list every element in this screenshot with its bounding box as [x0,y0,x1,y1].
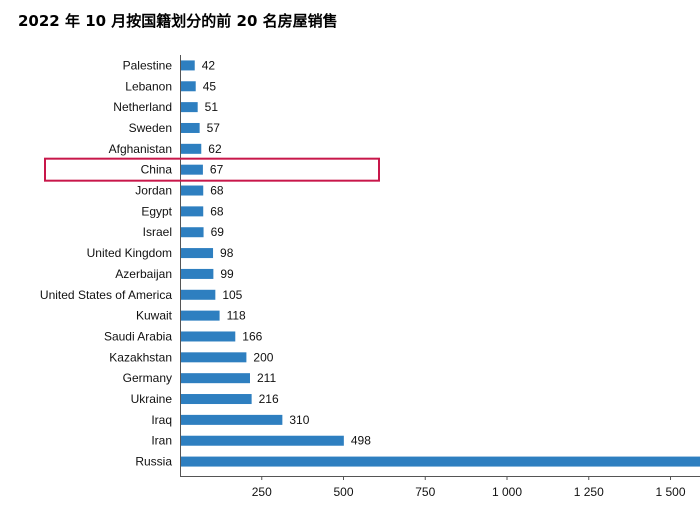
data-label: 166 [242,329,262,343]
data-label: 98 [220,246,234,260]
x-tick-label: 250 [252,485,272,499]
bar [181,456,700,467]
data-label: 51 [205,100,219,114]
bar [181,164,203,175]
category-label: Germany [123,371,172,385]
bar [181,394,252,405]
category-label: Egypt [141,204,172,218]
category-label: Palestine [123,58,173,72]
bar [181,268,214,279]
data-label: 105 [222,288,242,302]
data-label: 211 [257,371,276,385]
bar [181,143,202,154]
highlight-box [44,157,380,182]
category-label: United Kingdom [87,246,172,260]
category-label: Jordan [135,184,172,198]
x-tick-label: 500 [333,485,353,499]
chart-title: 2022 年 10 月按国籍划分的前 20 名房屋销售 [18,12,338,30]
bar [181,289,216,300]
category-label: Netherland [113,100,172,114]
data-label: 62 [208,142,222,156]
bar [181,248,214,259]
bar [181,206,204,217]
category-label: Iraq [151,413,172,427]
bar [181,352,247,363]
x-tick-label: 1 000 [492,485,522,499]
data-label: 118 [227,309,246,323]
data-label: 45 [203,79,217,93]
bar [181,122,200,133]
bar [181,414,283,425]
category-label: Lebanon [125,79,172,93]
bar [181,227,204,238]
x-tick-label: 750 [415,485,435,499]
x-tick-label: 1 500 [655,485,685,499]
data-label: 498 [351,434,371,448]
category-label: Kuwait [136,309,173,323]
category-label: Azerbaijan [115,267,172,281]
data-label: 216 [259,392,279,406]
data-label: 42 [202,58,216,72]
category-label: Saudi Arabia [104,329,172,343]
data-label: 57 [207,121,221,135]
data-label: 200 [253,350,273,364]
category-label: Kazakhstan [109,350,172,364]
category-label: China [141,163,173,177]
data-label: 67 [210,163,224,177]
x-tick-label: 1 250 [574,485,604,499]
category-label: United States of America [40,288,172,302]
category-label: Afghanistan [109,142,172,156]
category-label: Russia [135,455,172,469]
category-label: Ukraine [131,392,173,406]
bar [181,102,198,113]
data-label: 99 [220,267,234,281]
category-label: Sweden [129,121,172,135]
bar [181,81,196,92]
bar [181,185,204,196]
data-label: 68 [210,204,224,218]
data-label: 69 [211,225,225,239]
bar [181,435,344,446]
bar [181,331,236,342]
bar [181,60,195,71]
data-label: 310 [289,413,309,427]
category-label: Israel [143,225,172,239]
bar [181,310,220,321]
category-label: Iran [151,434,172,448]
data-label: 68 [210,184,224,198]
bar [181,373,250,384]
